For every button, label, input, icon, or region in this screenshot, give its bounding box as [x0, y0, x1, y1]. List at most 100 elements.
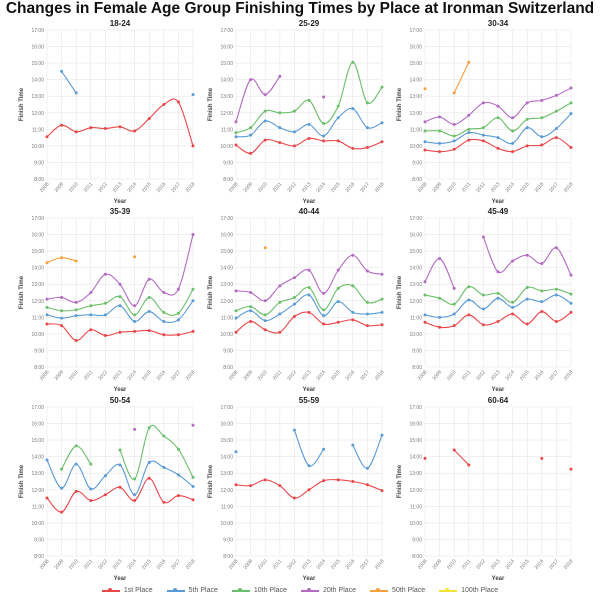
data-point — [307, 310, 311, 314]
x-tick-label: 2015 — [519, 558, 531, 571]
data-point — [133, 493, 137, 497]
x-tick-label: 2014 — [126, 369, 138, 382]
x-tick-label: 2017 — [359, 558, 371, 571]
x-tick-label: 2016 — [345, 558, 357, 571]
y-tick-label: 15:00 — [220, 249, 233, 255]
y-tick-label: 14:00 — [31, 455, 44, 461]
data-point — [380, 297, 384, 301]
data-point — [511, 129, 515, 133]
data-point — [307, 286, 311, 290]
x-tick-label: 2010 — [446, 181, 458, 194]
data-point — [292, 315, 296, 319]
data-point — [249, 291, 253, 294]
x-tick-label: 2013 — [490, 558, 502, 571]
data-point — [89, 313, 93, 317]
y-tick-label: 17:00 — [220, 216, 233, 222]
data-point — [540, 116, 544, 120]
data-point — [234, 450, 238, 454]
data-point — [336, 286, 340, 290]
data-point — [481, 133, 485, 137]
data-point — [351, 60, 355, 64]
data-point — [423, 293, 427, 297]
x-tick-label: 2015 — [141, 369, 153, 382]
x-tick-label: 2011 — [83, 558, 95, 570]
data-point — [423, 140, 427, 144]
y-tick-label: 9:00 — [412, 348, 422, 354]
data-point — [234, 143, 238, 147]
data-point — [336, 139, 340, 143]
x-tick-label: 2017 — [548, 558, 560, 571]
data-point — [467, 285, 471, 289]
data-point — [380, 433, 384, 437]
x-tick-label: 2018 — [563, 369, 575, 382]
data-point — [263, 109, 267, 113]
data-point — [74, 308, 78, 312]
data-point — [554, 93, 558, 97]
y-axis-label: Finish Time — [19, 275, 25, 309]
legend-label: 20th Place — [322, 587, 357, 594]
data-point — [147, 460, 151, 464]
data-point — [118, 125, 122, 129]
data-point — [467, 113, 471, 117]
y-tick-label: 15:00 — [220, 61, 233, 67]
y-tick-label: 13:00 — [31, 94, 44, 100]
y-tick-label: 14:00 — [220, 266, 233, 272]
data-point — [74, 314, 78, 318]
data-point — [60, 123, 64, 127]
data-point — [322, 308, 326, 312]
x-axis-label: Year — [492, 387, 505, 393]
x-tick-label: 2014 — [504, 369, 516, 382]
data-point — [496, 136, 500, 140]
data-point — [554, 293, 558, 297]
legend-swatch — [370, 587, 389, 592]
data-point — [292, 109, 296, 113]
x-tick-label: 2016 — [534, 558, 546, 571]
x-tick-label: 2009 — [242, 181, 254, 194]
x-tick-label: 2017 — [170, 181, 182, 194]
data-point — [569, 467, 573, 471]
x-tick-label: 2015 — [330, 181, 342, 194]
panel-title: 30-34 — [488, 19, 509, 28]
data-point — [380, 310, 384, 314]
y-tick-label: 14:00 — [31, 266, 44, 272]
data-point — [365, 101, 369, 105]
y-tick-label: 14:00 — [220, 78, 233, 84]
data-point — [74, 259, 78, 263]
data-point — [60, 467, 64, 471]
data-point — [176, 100, 180, 104]
panel-25-29: 25-29 8:00 9:00 10:00 11:00 12:00 13:00 14:00 15… — [208, 19, 386, 205]
data-point — [322, 447, 326, 451]
data-point — [45, 297, 49, 301]
data-point — [496, 319, 500, 323]
y-tick-label: 16:00 — [409, 233, 422, 239]
data-point — [322, 322, 326, 326]
data-point — [176, 311, 180, 315]
data-point — [278, 300, 282, 304]
x-axis-label: Year — [114, 576, 127, 582]
data-point — [438, 325, 442, 329]
x-tick-label: 2018 — [563, 558, 575, 571]
x-tick-label: 2015 — [330, 369, 342, 382]
x-tick-label: 2012 — [286, 181, 298, 194]
data-point — [467, 138, 471, 142]
data-point — [118, 304, 122, 308]
data-point — [467, 131, 471, 135]
data-point — [322, 479, 326, 483]
x-tick-label: 2015 — [519, 369, 531, 382]
y-tick-label: 8:00 — [412, 365, 422, 371]
data-point — [481, 139, 485, 143]
x-tick-label: 2009 — [242, 369, 254, 382]
y-tick-label: 13:00 — [409, 282, 422, 288]
y-tick-label: 12:00 — [409, 488, 422, 494]
y-tick-label: 12:00 — [220, 488, 233, 494]
y-tick-label: 8:00 — [223, 177, 233, 183]
x-tick-label: 2010 — [257, 369, 269, 382]
x-tick-label: 2014 — [504, 181, 516, 194]
x-tick-label: 2008 — [417, 181, 429, 194]
data-point — [103, 127, 107, 131]
panel-60-64: 60-64 8:00 9:00 10:00 11:00 12:00 13:00 14:00 15… — [397, 396, 575, 582]
data-point — [162, 319, 166, 323]
data-point — [365, 146, 369, 150]
x-tick-label: 2010 — [446, 369, 458, 382]
data-point — [307, 122, 311, 126]
